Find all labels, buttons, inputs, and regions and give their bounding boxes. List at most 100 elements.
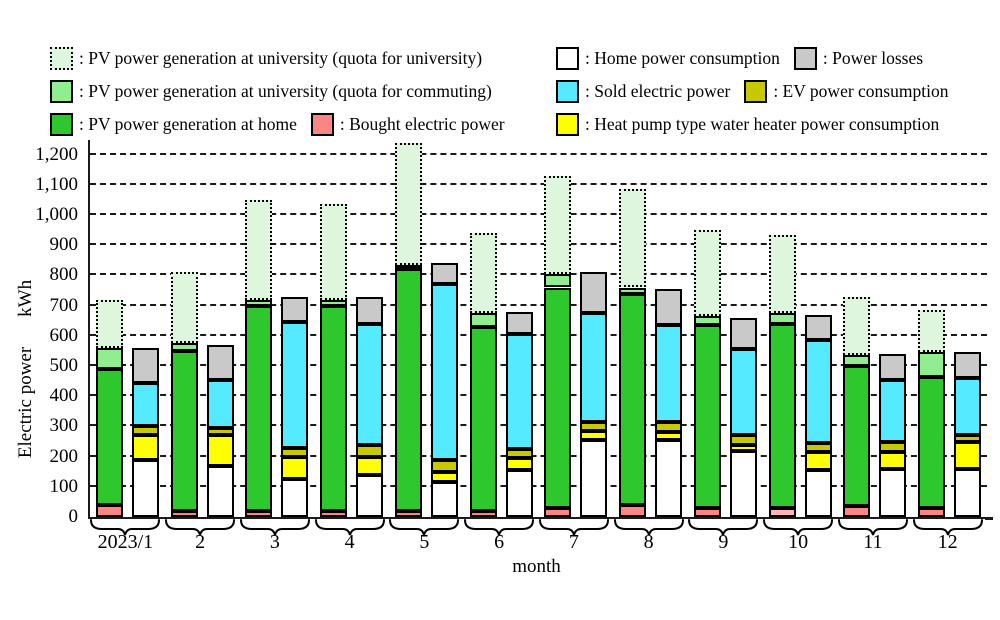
gridline-500	[90, 364, 987, 366]
legend-swatch-pv_university	[50, 47, 73, 70]
legend-row: : PV power generation at home : Bought el…	[50, 108, 556, 141]
gridline-600	[90, 333, 987, 336]
month-group-bracket-12	[912, 519, 983, 536]
bar-segment-pv_commuting-m8	[619, 287, 647, 294]
legend-label-losses: : Power losses	[822, 47, 924, 68]
bar-segment-pv_home-m1	[95, 369, 123, 505]
bar-segment-bought-m6	[469, 510, 497, 517]
bar-segment-losses-m6	[505, 311, 533, 335]
y-tick-label-300: 300	[49, 415, 79, 437]
month-group-bracket-2	[165, 519, 236, 536]
bar-segment-heater-m8	[655, 432, 683, 440]
gridline-300	[90, 424, 987, 427]
bar-segment-pv_home-m5	[394, 269, 422, 511]
legend-item-home_consumption: : Home power consumption	[556, 47, 780, 70]
bar-segment-losses-m12	[954, 352, 982, 379]
gridline-900	[90, 243, 987, 246]
legend-row: : Heat pump type water heater power cons…	[556, 108, 990, 141]
legend-column-left: : PV power generation at university (quo…	[50, 42, 556, 141]
bar-segment-ev-m7	[580, 421, 608, 431]
bar-segment-heater-m9	[729, 444, 757, 451]
bar-segment-sold-m3	[281, 322, 309, 448]
bar-segment-losses-m3	[281, 296, 309, 323]
gridline-1200	[90, 152, 987, 155]
bar-segment-sold-m4	[356, 323, 384, 445]
bar-segment-losses-m8	[655, 289, 683, 326]
gridline-1000	[90, 213, 987, 215]
x-axis-title: month	[512, 556, 561, 577]
legend-label-heater: : Heat pump type water heater power cons…	[585, 113, 940, 134]
month-group-bracket-5	[389, 519, 460, 536]
bar-segment-pv_commuting-m7	[544, 273, 572, 288]
y-tick-label-1200: 1,200	[35, 143, 78, 165]
legend-column-right: : Home power consumption : Power losses : …	[556, 42, 990, 141]
bar-segment-heater-m7	[580, 430, 608, 440]
month-group-bracket-6	[464, 519, 535, 536]
legend-swatch-losses	[793, 47, 817, 70]
legend-row: : PV power generation at university (quo…	[50, 42, 556, 75]
bar-segment-pv_commuting-m4	[320, 299, 348, 306]
bar-segment-ev-m3	[281, 447, 309, 457]
x-tick-label-6: 6	[494, 531, 505, 553]
bar-segment-pv_university-m9	[693, 230, 721, 317]
bar-segment-pv_university-m7	[544, 175, 572, 274]
bar-segment-sold-m7	[580, 313, 608, 422]
bar-segment-pv_home-m11	[843, 366, 871, 507]
x-tick-label-1: 2023/1	[97, 531, 154, 553]
plot-area	[88, 140, 987, 519]
bar-segment-heater-m1	[131, 435, 159, 460]
bar-segment-sold-m12	[954, 378, 982, 436]
bar-segment-losses-m11	[879, 353, 907, 380]
x-tick-label-2: 2	[195, 531, 206, 553]
legend-item-bought: : Bought electric power	[310, 113, 505, 136]
bar-segment-sold-m9	[729, 349, 757, 436]
bar-segment-pv_commuting-m5	[394, 264, 422, 270]
bar-segment-ev-m11	[879, 441, 907, 453]
bar-segment-ev-m5	[430, 459, 458, 472]
bar-segment-pv_university-m8	[619, 189, 647, 288]
bar-segment-bought-m12	[918, 507, 946, 517]
bar-segment-pv_home-m9	[693, 325, 721, 508]
bar-segment-pv_university-m1	[95, 299, 123, 348]
bar-segment-bought-m11	[843, 506, 871, 517]
bar-segment-pv_commuting-m11	[843, 355, 871, 366]
bar-segment-bought-m2	[170, 510, 198, 517]
bar-segment-sold-m10	[804, 340, 832, 444]
legend-item-pv_home: : PV power generation at home	[50, 113, 297, 136]
bar-segment-heater-m4	[356, 456, 384, 475]
legend-swatch-pv_home	[50, 113, 73, 136]
legend-item-ev: : EV power consumption	[744, 80, 948, 103]
bar-segment-losses-m10	[804, 314, 832, 341]
y-tick-label-200: 200	[49, 445, 79, 467]
bar-segment-losses-m7	[580, 272, 608, 314]
bar-segment-pv_home-m7	[544, 287, 572, 508]
bar-segment-pv_university-m3	[245, 199, 273, 300]
x-axis-line-extension	[985, 517, 993, 520]
legend-item-pv_university: : PV power generation at university (quo…	[50, 47, 482, 70]
bar-segment-pv_university-m4	[320, 204, 348, 300]
bar-segment-home_consumption-m1	[131, 459, 159, 517]
y-tick-label-600: 600	[49, 324, 79, 346]
bar-segment-pv_university-m11	[843, 296, 871, 356]
y-tick-label-700: 700	[49, 294, 79, 316]
legend-item-pv_commuting: : PV power generation at university (quo…	[50, 80, 492, 103]
bar-segment-sold-m1	[131, 382, 159, 427]
bar-segment-pv_home-m10	[768, 323, 796, 508]
x-tick-label-5: 5	[419, 531, 430, 553]
month-group-bracket-8	[613, 519, 684, 536]
legend-label-sold: : Sold electric power	[585, 80, 731, 101]
legend-swatch-pv_commuting	[50, 80, 73, 103]
legend-row: : Sold electric power : EV power consumpt…	[556, 75, 990, 108]
gridline-400	[90, 394, 987, 397]
legend-label-pv_home: : PV power generation at home	[79, 113, 297, 134]
bar-segment-pv_commuting-m9	[693, 316, 721, 326]
legend-item-sold: : Sold electric power	[556, 80, 730, 103]
bar-segment-ev-m1	[131, 426, 159, 436]
legend-label-home_consumption: : Home power consumption	[585, 47, 780, 68]
legend-swatch-home_consumption	[556, 47, 579, 70]
bar-segment-home_consumption-m3	[281, 479, 309, 517]
bar-segment-pv_home-m2	[170, 350, 198, 511]
month-group-bracket-4	[314, 519, 385, 536]
month-group-bracket-9	[688, 519, 759, 536]
gridline-700	[90, 303, 987, 306]
